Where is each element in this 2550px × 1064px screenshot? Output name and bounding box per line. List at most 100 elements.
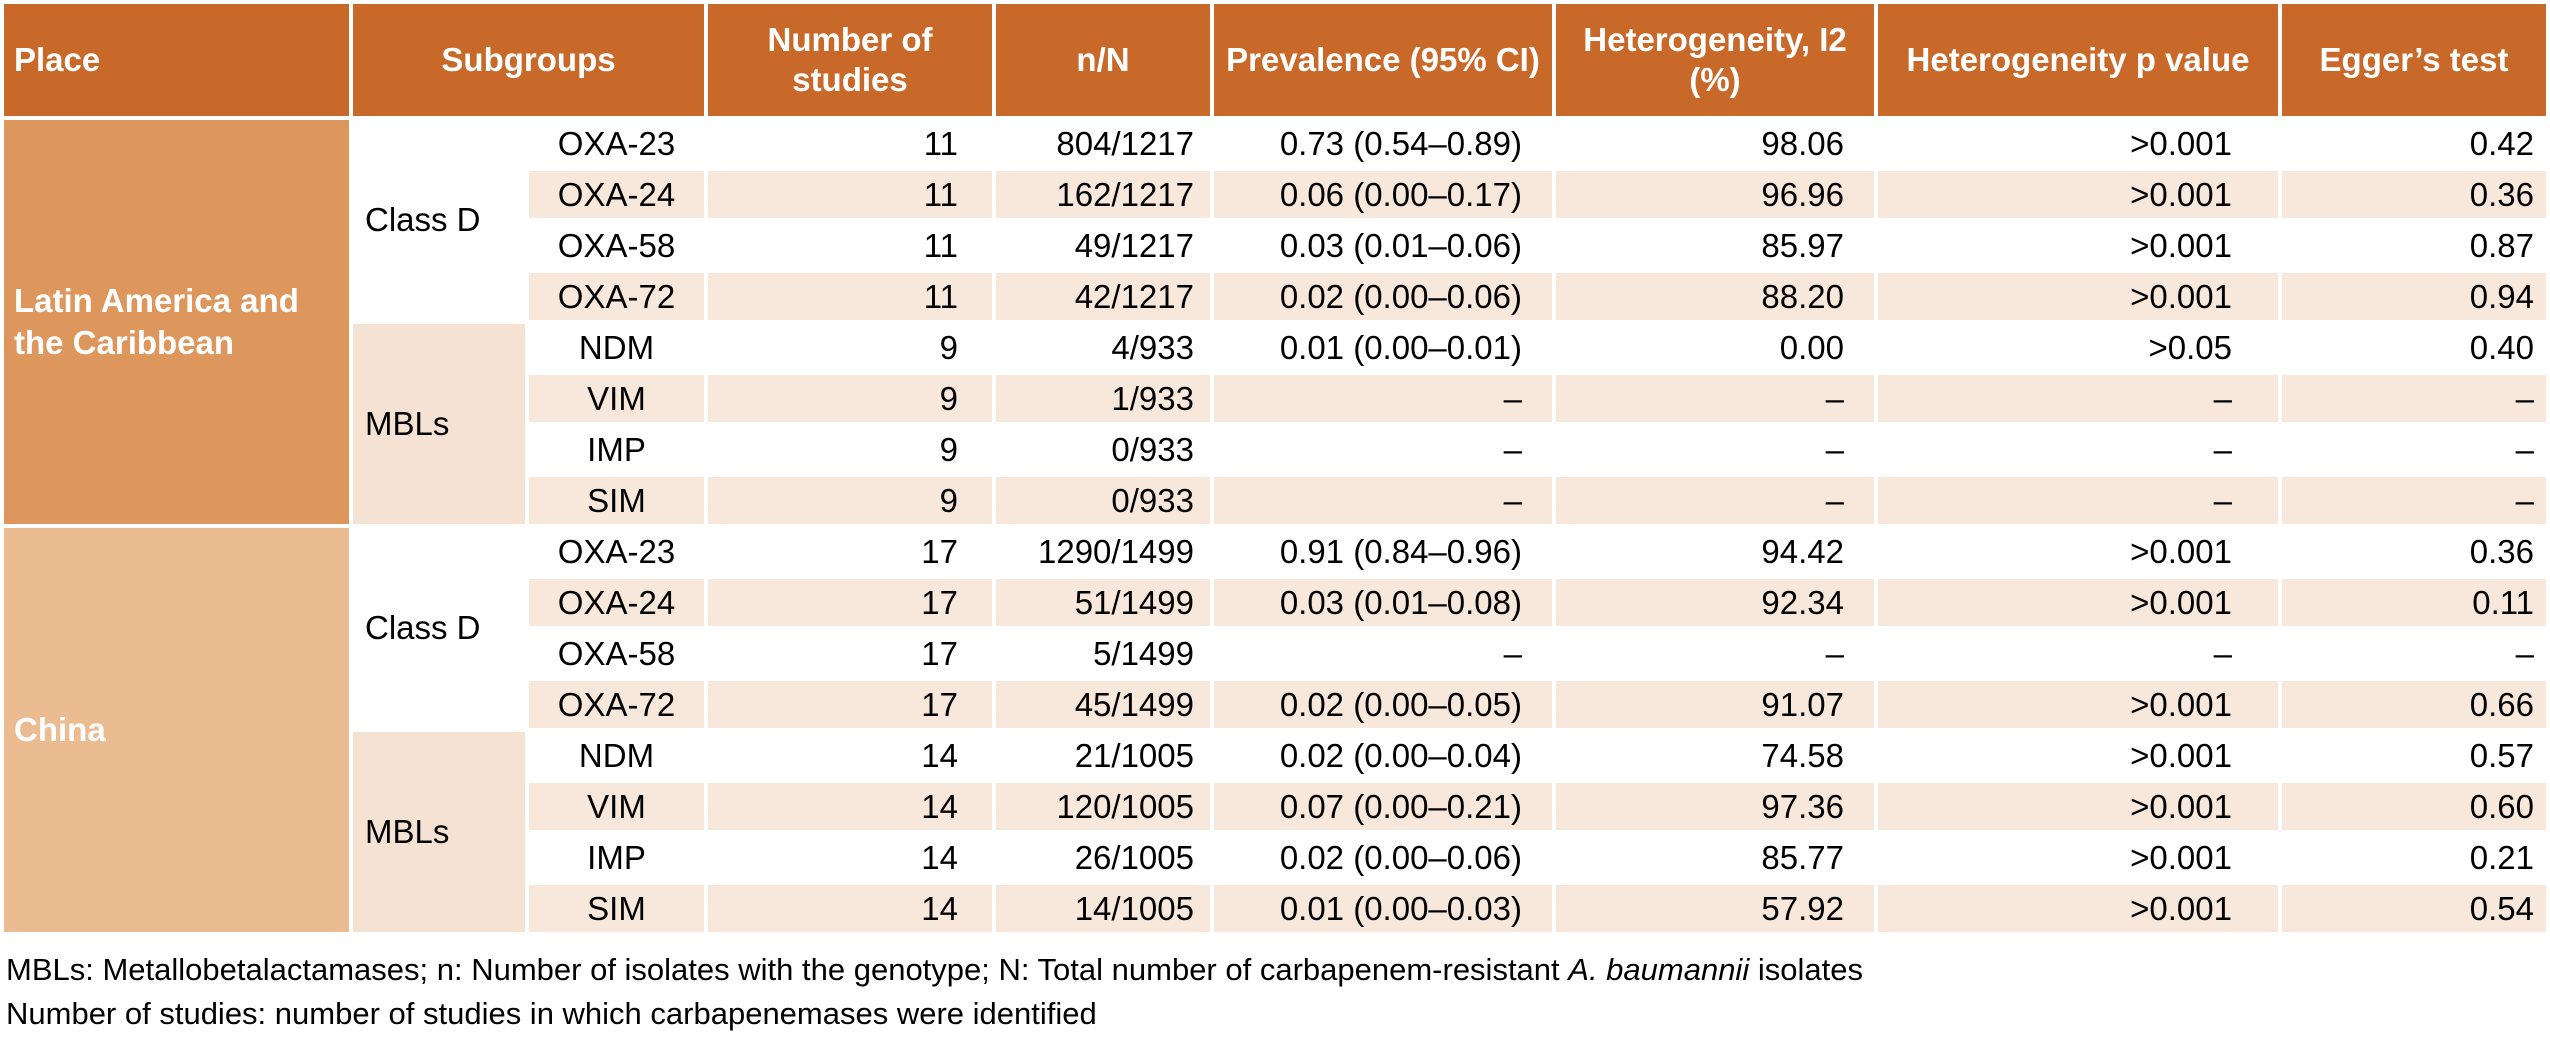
prevalence-table: Place Subgroups Number of studies n/N Pr…: [4, 4, 2546, 932]
prevalence-cell: 0.01 (0.00–0.03): [1214, 885, 1552, 932]
p-value-cell: –: [1878, 477, 2278, 524]
genotype-cell: OXA-72: [529, 273, 704, 320]
prevalence-cell: 0.02 (0.00–0.04): [1214, 732, 1552, 779]
heterogeneity-cell: –: [1556, 426, 1874, 473]
studies-cell: 17: [708, 579, 992, 626]
eggers-cell: 0.11: [2282, 579, 2546, 626]
table-row: IMP 9 0/933 – – – –: [4, 426, 2546, 473]
studies-cell: 9: [708, 324, 992, 371]
col-header-number-of-studies: Number of studies: [708, 4, 992, 116]
p-value-cell: >0.001: [1878, 528, 2278, 575]
genotype-cell: SIM: [529, 885, 704, 932]
n-N-cell: 21/1005: [996, 732, 1210, 779]
studies-cell: 14: [708, 732, 992, 779]
eggers-cell: –: [2282, 630, 2546, 677]
eggers-cell: 0.54: [2282, 885, 2546, 932]
eggers-cell: 0.21: [2282, 834, 2546, 881]
prevalence-cell: 0.02 (0.00–0.05): [1214, 681, 1552, 728]
table-row: China Class D OXA-23 17 1290/1499 0.91 (…: [4, 528, 2546, 932]
n-N-cell: 0/933: [996, 477, 1210, 524]
eggers-cell: 0.94: [2282, 273, 2546, 320]
studies-cell: 17: [708, 630, 992, 677]
prevalence-cell: –: [1214, 426, 1552, 473]
footnote-abbreviations: MBLs: Metallobetalactamases; n: Number o…: [6, 952, 1569, 987]
studies-cell: 17: [708, 681, 992, 728]
prevalence-cell: 0.01 (0.00–0.01): [1214, 324, 1552, 371]
n-N-cell: 42/1217: [996, 273, 1210, 320]
genotype-cell: IMP: [529, 426, 704, 473]
footnote-species-name: A. baumannii: [1568, 952, 1750, 987]
studies-cell: 14: [708, 834, 992, 881]
n-N-cell: 14/1005: [996, 885, 1210, 932]
prevalence-cell: 0.03 (0.01–0.06): [1214, 222, 1552, 269]
p-value-cell: >0.001: [1878, 834, 2278, 881]
prevalence-cell: 0.06 (0.00–0.17): [1214, 171, 1552, 218]
heterogeneity-cell: 85.77: [1556, 834, 1874, 881]
genotype-cell: OXA-23: [529, 528, 704, 575]
table-row: VIM 9 1/933 – – – –: [4, 375, 2546, 422]
genotype-cell: OXA-58: [529, 222, 704, 269]
p-value-cell: –: [1878, 630, 2278, 677]
heterogeneity-cell: –: [1556, 375, 1874, 422]
genotype-cell: VIM: [529, 375, 704, 422]
n-N-cell: 1290/1499: [996, 528, 1210, 575]
p-value-cell: –: [1878, 375, 2278, 422]
p-value-cell: >0.05: [1878, 324, 2278, 371]
prevalence-cell: 0.02 (0.00–0.06): [1214, 834, 1552, 881]
col-header-eggers-test: Egger’s test: [2282, 4, 2546, 116]
n-N-cell: 49/1217: [996, 222, 1210, 269]
prevalence-cell: –: [1214, 630, 1552, 677]
p-value-cell: >0.001: [1878, 171, 2278, 218]
eggers-cell: 0.57: [2282, 732, 2546, 779]
eggers-cell: –: [2282, 477, 2546, 524]
n-N-cell: 804/1217: [996, 120, 1210, 167]
prevalence-cell: 0.73 (0.54–0.89): [1214, 120, 1552, 167]
p-value-cell: >0.001: [1878, 579, 2278, 626]
footnote-line-1: MBLs: Metallobetalactamases; n: Number o…: [6, 948, 2544, 992]
col-header-n-N: n/N: [996, 4, 1210, 116]
subgroup-cell-class-d: Class D: [353, 528, 525, 728]
studies-cell: 9: [708, 477, 992, 524]
n-N-cell: 51/1499: [996, 579, 1210, 626]
heterogeneity-cell: 85.97: [1556, 222, 1874, 269]
studies-cell: 11: [708, 222, 992, 269]
prevalence-cell: 0.02 (0.00–0.06): [1214, 273, 1552, 320]
heterogeneity-cell: 91.07: [1556, 681, 1874, 728]
p-value-cell: >0.001: [1878, 783, 2278, 830]
subgroup-cell-mbls: MBLs: [353, 732, 525, 932]
studies-cell: 14: [708, 885, 992, 932]
eggers-cell: 0.36: [2282, 171, 2546, 218]
studies-cell: 11: [708, 273, 992, 320]
genotype-cell: VIM: [529, 783, 704, 830]
table-row: Latin America and the Caribbean Class D …: [4, 120, 2546, 524]
genotype-cell: OXA-72: [529, 681, 704, 728]
n-N-cell: 120/1005: [996, 783, 1210, 830]
genotype-cell: NDM: [529, 324, 704, 371]
table-row: OXA-58 11 49/1217 0.03 (0.01–0.06) 85.97…: [4, 222, 2546, 269]
studies-cell: 11: [708, 171, 992, 218]
eggers-cell: 0.66: [2282, 681, 2546, 728]
subgroup-cell-class-d: Class D: [353, 120, 525, 320]
studies-cell: 9: [708, 426, 992, 473]
genotype-cell: NDM: [529, 732, 704, 779]
eggers-cell: 0.36: [2282, 528, 2546, 575]
eggers-cell: –: [2282, 426, 2546, 473]
p-value-cell: >0.001: [1878, 885, 2278, 932]
p-value-cell: –: [1878, 426, 2278, 473]
n-N-cell: 26/1005: [996, 834, 1210, 881]
heterogeneity-cell: –: [1556, 630, 1874, 677]
p-value-cell: >0.001: [1878, 273, 2278, 320]
heterogeneity-cell: 57.92: [1556, 885, 1874, 932]
heterogeneity-cell: 96.96: [1556, 171, 1874, 218]
place-cell-china: China: [4, 528, 349, 932]
p-value-cell: >0.001: [1878, 120, 2278, 167]
table-row: OXA-72 11 42/1217 0.02 (0.00–0.06) 88.20…: [4, 273, 2546, 320]
heterogeneity-cell: 94.42: [1556, 528, 1874, 575]
genotype-cell: OXA-24: [529, 579, 704, 626]
heterogeneity-cell: –: [1556, 477, 1874, 524]
eggers-cell: 0.40: [2282, 324, 2546, 371]
eggers-cell: 0.60: [2282, 783, 2546, 830]
heterogeneity-cell: 0.00: [1556, 324, 1874, 371]
genotype-cell: OXA-58: [529, 630, 704, 677]
heterogeneity-cell: 98.06: [1556, 120, 1874, 167]
